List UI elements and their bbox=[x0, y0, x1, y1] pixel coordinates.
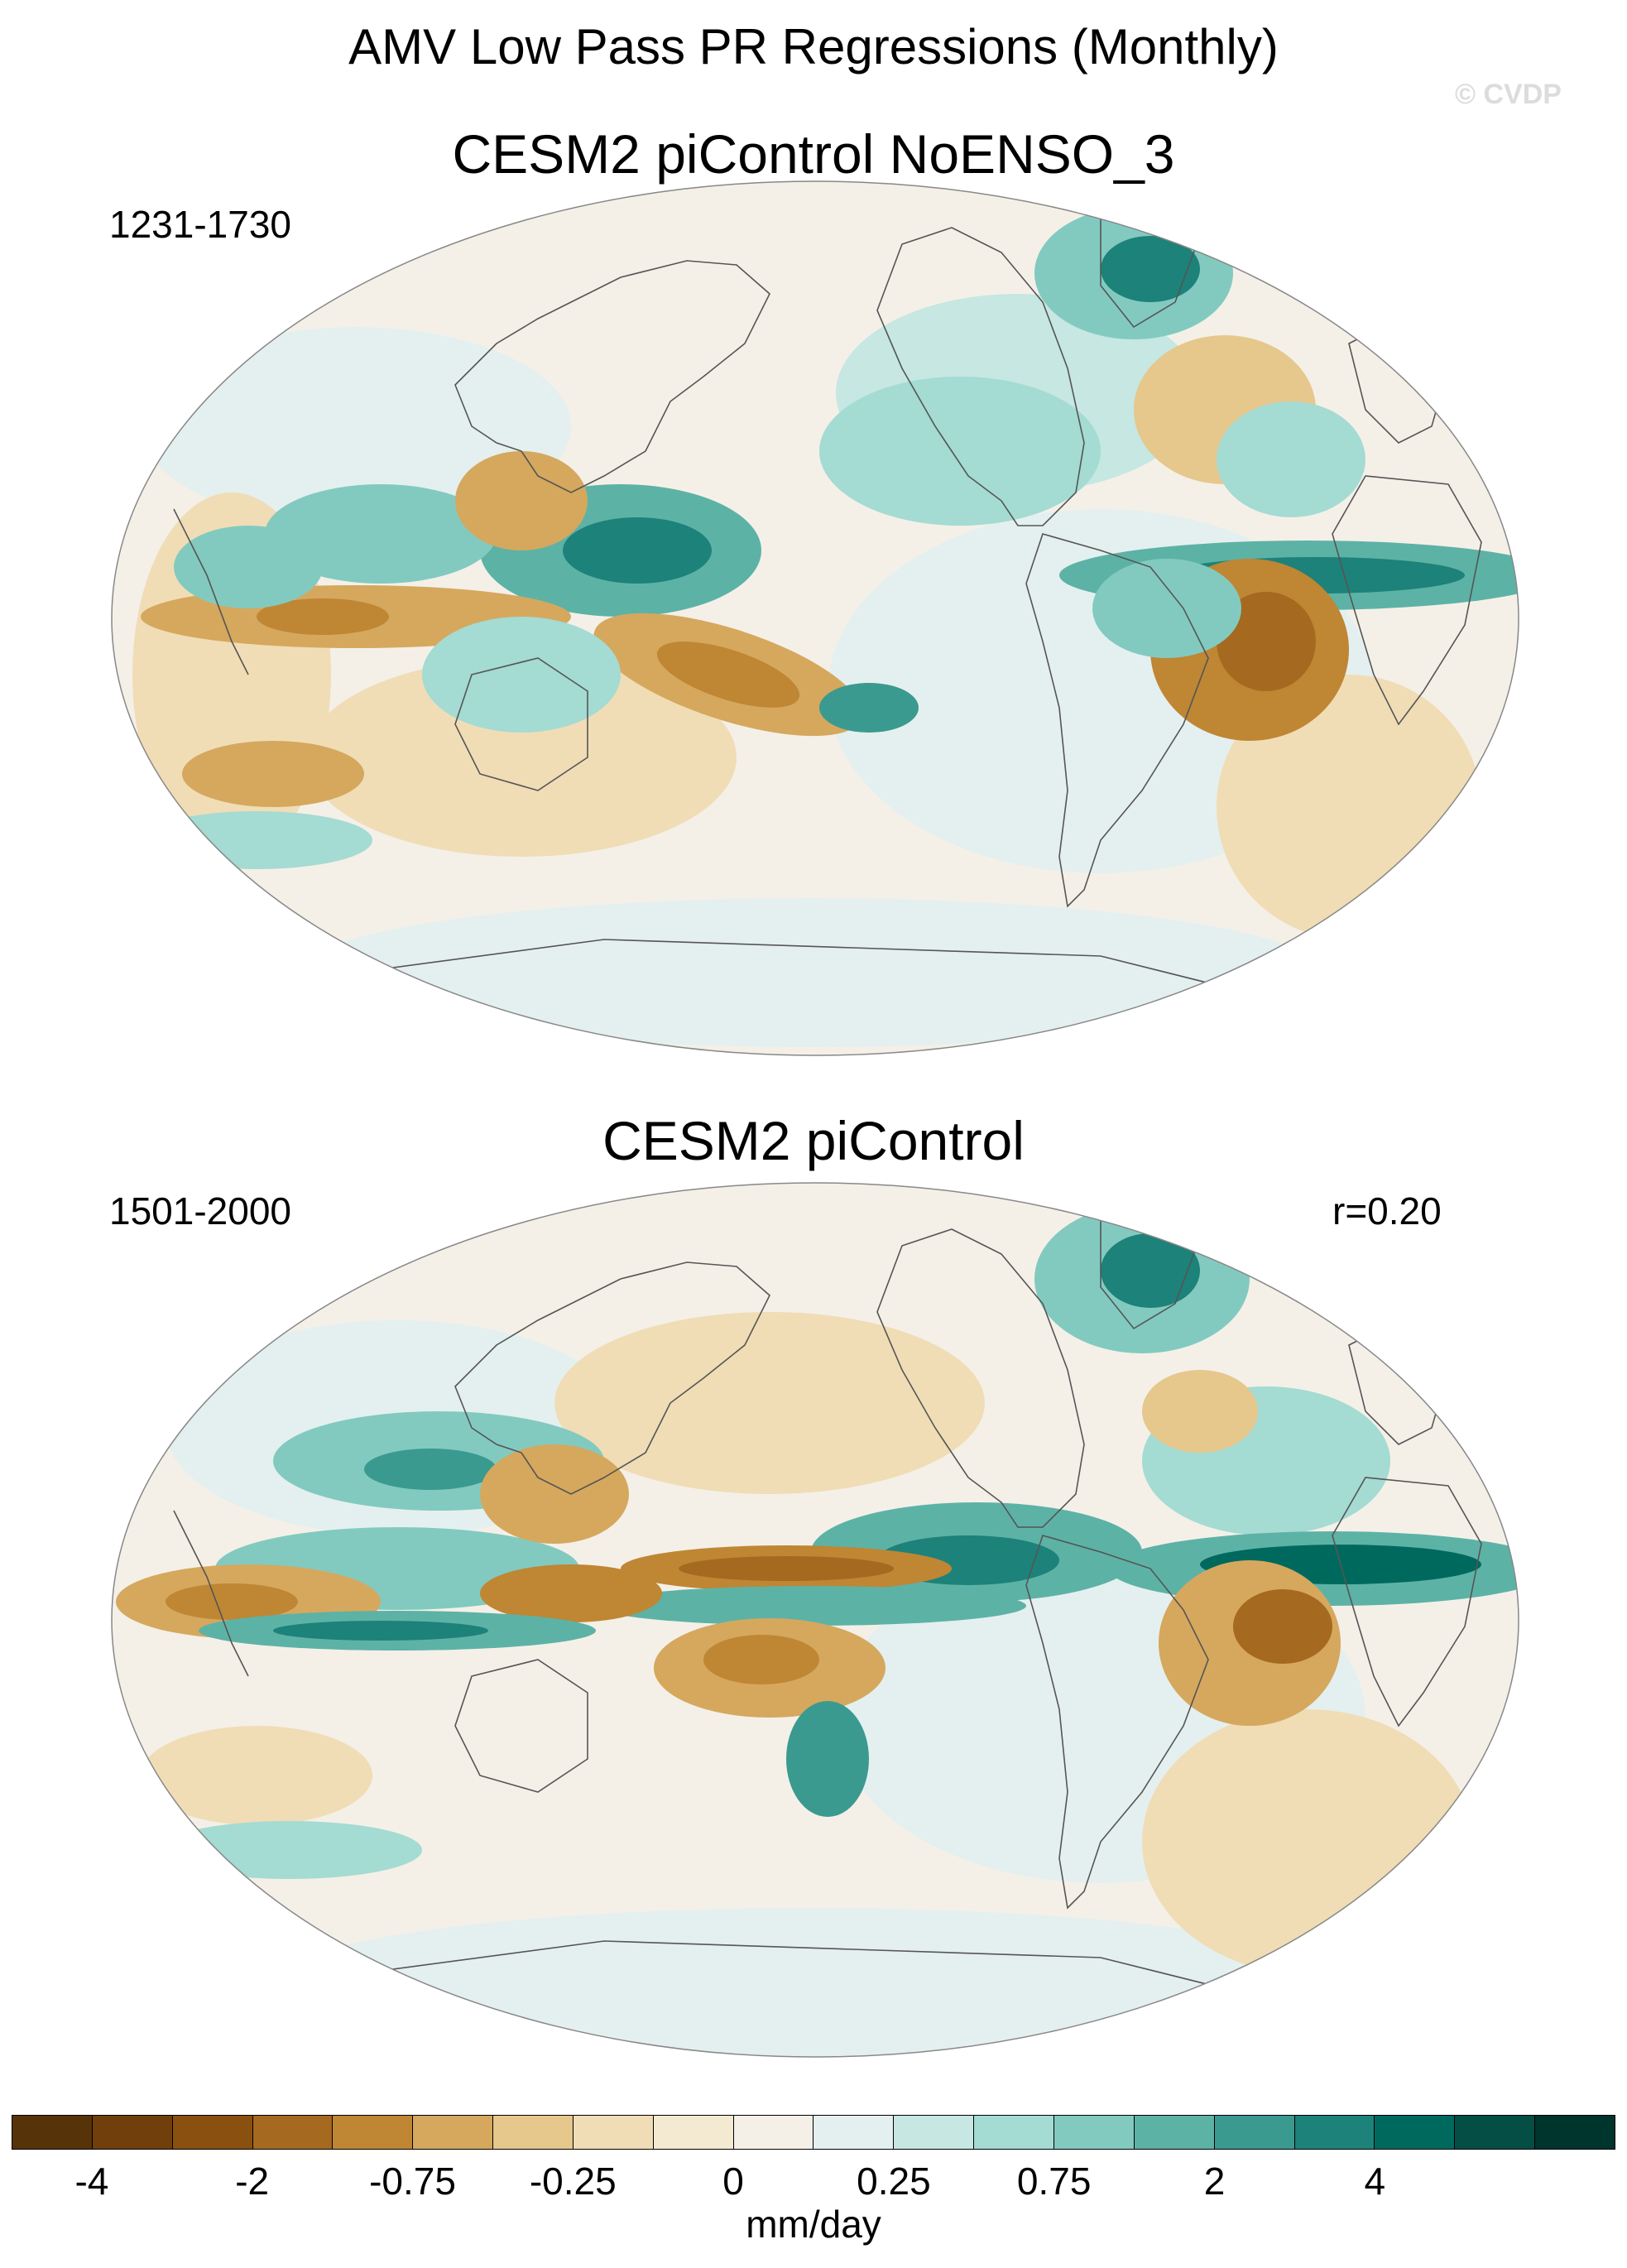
colorbar-swatch bbox=[1294, 2116, 1375, 2149]
colorbar-swatch bbox=[1535, 2116, 1615, 2149]
colorbar-tick-label: 0.25 bbox=[857, 2160, 931, 2203]
panel-1-map bbox=[111, 180, 1519, 1056]
colorbar-swatch bbox=[493, 2116, 574, 2149]
colorbar-tick-label: 2 bbox=[1203, 2160, 1226, 2203]
panel-1-field bbox=[112, 181, 1519, 1055]
panel-2-period: 1501-2000 bbox=[109, 1189, 291, 1233]
colorbar-tick-label: -2 bbox=[235, 2160, 270, 2203]
panel-2-correlation: r=0.20 bbox=[1332, 1189, 1442, 1233]
colorbar-swatch bbox=[12, 2116, 93, 2149]
cvdp-watermark: © CVDP bbox=[1455, 79, 1562, 110]
colorbar-swatch bbox=[333, 2116, 414, 2149]
panel-2-map bbox=[111, 1182, 1519, 2058]
colorbar-tick-label: 0.75 bbox=[1016, 2160, 1092, 2203]
colorbar-swatch bbox=[1053, 2116, 1135, 2149]
colorbar bbox=[12, 2115, 1615, 2150]
colorbar-swatch bbox=[653, 2116, 734, 2149]
colorbar-swatch bbox=[413, 2116, 494, 2149]
colorbar-swatch bbox=[733, 2116, 814, 2149]
colorbar-tick-label: 4 bbox=[1364, 2160, 1386, 2203]
colorbar-units: mm/day bbox=[746, 2203, 881, 2246]
panel-1-coastlines bbox=[173, 185, 1482, 1055]
panel-2-title: CESM2 piControl bbox=[602, 1110, 1025, 1171]
colorbar-tick-label: -4 bbox=[74, 2160, 109, 2203]
colorbar-swatch bbox=[1375, 2116, 1456, 2149]
colorbar-swatch bbox=[252, 2116, 334, 2149]
colorbar-swatch bbox=[573, 2116, 654, 2149]
colorbar-swatch bbox=[1214, 2116, 1295, 2149]
colorbar-tick-label: -0.25 bbox=[529, 2160, 617, 2203]
panel-1-period: 1231-1730 bbox=[109, 203, 291, 246]
figure-title: AMV Low Pass PR Regressions (Monthly) bbox=[348, 19, 1279, 74]
panel-2-field bbox=[112, 1183, 1519, 2057]
colorbar-swatch bbox=[172, 2116, 253, 2149]
colorbar-tick-label: 0 bbox=[722, 2160, 744, 2203]
panel-1-title: CESM2 piControl NoENSO_3 bbox=[452, 123, 1175, 185]
colorbar-swatch bbox=[1134, 2116, 1215, 2149]
colorbar-tick-label: -0.75 bbox=[369, 2160, 456, 2203]
colorbar-swatch bbox=[814, 2116, 895, 2149]
colorbar-swatch bbox=[1455, 2116, 1536, 2149]
colorbar-swatch bbox=[894, 2116, 975, 2149]
colorbar-swatch bbox=[974, 2116, 1054, 2149]
colorbar-swatch bbox=[92, 2116, 173, 2149]
